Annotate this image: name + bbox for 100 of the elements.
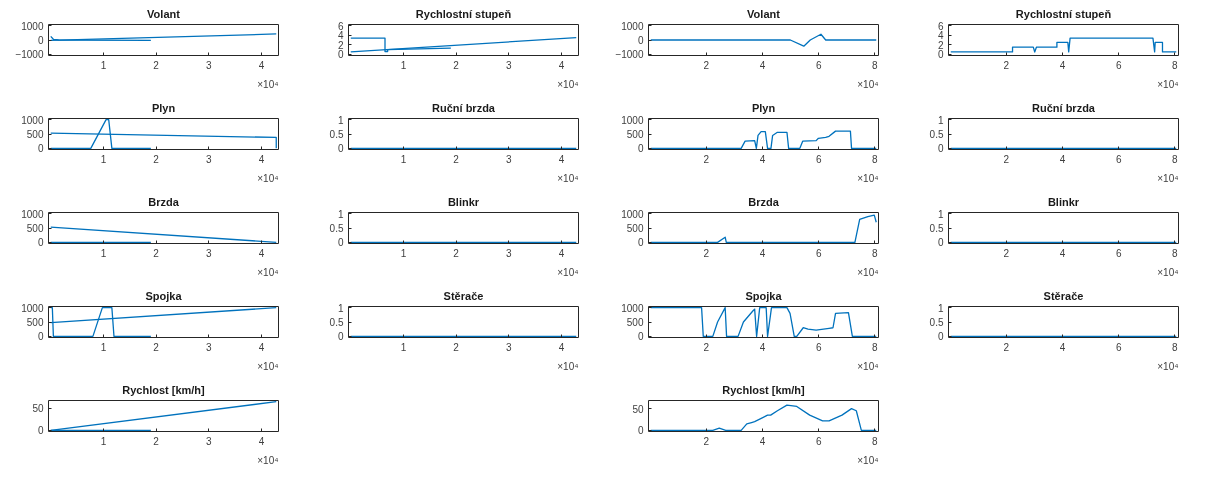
x-tick-label: 2	[453, 247, 460, 259]
x-tick-label: 6	[1115, 59, 1122, 71]
x-tick-label: 3	[506, 153, 513, 165]
x-tick-label: 4	[558, 341, 565, 353]
y-tick-label: 0	[637, 425, 644, 437]
y-tick-label: 500	[626, 129, 644, 140]
x-tick-label: 2	[703, 153, 710, 165]
y-tick-label: 0	[937, 331, 944, 343]
y-tick-label: 0	[337, 49, 344, 61]
y-tick-label: 0	[637, 35, 644, 46]
y-tick-label: 0	[937, 143, 944, 155]
x-tick-label: 2	[153, 153, 160, 165]
x-tick-label: 6	[1115, 247, 1122, 259]
x-tick-label: 3	[506, 247, 513, 259]
y-tick-label: 6	[337, 20, 344, 32]
x-tick-label: 4	[759, 247, 766, 259]
x-tick-label: 3	[206, 59, 213, 71]
y-tick-label: 500	[626, 317, 644, 328]
text: ×10⁴	[857, 454, 879, 466]
y-tick-label: 1	[337, 302, 344, 314]
x-tick-label: 4	[258, 435, 265, 447]
x-tick-label: 2	[1003, 59, 1010, 71]
x-tick-label: 3	[206, 153, 213, 165]
chart-title: Rychlostní stupeň	[1015, 7, 1112, 20]
x-tick-label: 4	[759, 59, 766, 71]
text: ×10⁴	[257, 360, 279, 372]
x-tick-label: 1	[400, 59, 407, 71]
x-tick-label: 8	[872, 435, 879, 447]
chart-title: Blinkr	[447, 195, 480, 208]
x-tick-label: 2	[703, 247, 710, 259]
y-tick-label: −1000	[15, 49, 44, 61]
x-tick-label: 1	[100, 153, 107, 165]
chart-title: Volant	[747, 7, 781, 20]
y-tick-label: 0	[37, 331, 44, 343]
y-tick-label: 1	[937, 114, 944, 126]
chart-title: Plyn	[751, 101, 776, 114]
chart-title: Spojka	[745, 289, 783, 302]
text: ×10⁴	[1157, 78, 1179, 90]
chart-title: Blinkr	[1047, 195, 1080, 208]
x-tick-label: 2	[153, 341, 160, 353]
chart-title: Rychlostní stupeň	[415, 7, 512, 20]
text: ×10⁴	[857, 78, 879, 90]
x-tick-label: 4	[558, 247, 565, 259]
x-tick-label: 4	[558, 59, 565, 71]
x-tick-label: 4	[1059, 341, 1066, 353]
chart-title: Stěrače	[443, 289, 484, 302]
x-tick-label: 1	[400, 341, 407, 353]
text: ×10⁴	[557, 78, 579, 90]
x-tick-label: 6	[815, 59, 822, 71]
x-tick-label: 8	[872, 153, 879, 165]
y-tick-label: 0.5	[929, 317, 944, 328]
text: ×10⁴	[257, 454, 279, 466]
x-tick-label: 3	[206, 435, 213, 447]
text: ×10⁴	[1157, 360, 1179, 372]
x-tick-label: 6	[815, 435, 822, 447]
y-tick-label: −1000	[615, 49, 644, 61]
x-tick-label: 2	[703, 59, 710, 71]
text: ×10⁴	[257, 172, 279, 184]
chart-title: Plyn	[151, 101, 176, 114]
x-tick-label: 4	[759, 341, 766, 353]
y-tick-label: 0.5	[929, 129, 944, 140]
y-tick-label: 1000	[21, 114, 44, 126]
x-tick-label: 1	[400, 153, 407, 165]
x-tick-label: 3	[206, 247, 213, 259]
chart-title: Ruční brzda	[1032, 101, 1096, 114]
y-tick-label: 2	[337, 39, 344, 51]
x-tick-label: 6	[815, 341, 822, 353]
x-tick-label: 1	[400, 247, 407, 259]
y-tick-label: 0	[337, 331, 344, 343]
x-tick-label: 2	[1003, 247, 1010, 259]
x-tick-label: 8	[1172, 59, 1179, 71]
x-tick-label: 2	[453, 153, 460, 165]
y-tick-label: 500	[26, 317, 44, 328]
y-tick-label: 1000	[621, 302, 644, 314]
y-tick-label: 0	[637, 237, 644, 249]
x-tick-label: 8	[872, 341, 879, 353]
text: ×10⁴	[1157, 172, 1179, 184]
x-tick-label: 8	[1172, 247, 1179, 259]
x-tick-label: 1	[100, 435, 107, 447]
x-tick-label: 2	[1003, 341, 1010, 353]
x-tick-label: 8	[872, 247, 879, 259]
y-tick-label: 0	[937, 237, 944, 249]
y-tick-label: 6	[937, 20, 944, 32]
y-tick-label: 0	[37, 35, 44, 46]
text: ×10⁴	[857, 172, 879, 184]
y-tick-label: 500	[626, 223, 644, 234]
y-tick-label: 1	[937, 208, 944, 220]
x-tick-label: 8	[1172, 341, 1179, 353]
x-tick-label: 6	[1115, 341, 1122, 353]
x-tick-label: 4	[258, 247, 265, 259]
y-tick-label: 1000	[21, 302, 44, 314]
y-tick-label: 1000	[21, 208, 44, 220]
y-tick-label: 2	[937, 39, 944, 51]
x-tick-label: 6	[1115, 153, 1122, 165]
y-tick-label: 4	[337, 30, 344, 42]
x-tick-label: 2	[453, 59, 460, 71]
x-tick-label: 1	[100, 59, 107, 71]
y-tick-label: 50	[32, 403, 44, 415]
chart-title: Spojka	[145, 289, 183, 302]
y-tick-label: 0.5	[929, 223, 944, 234]
